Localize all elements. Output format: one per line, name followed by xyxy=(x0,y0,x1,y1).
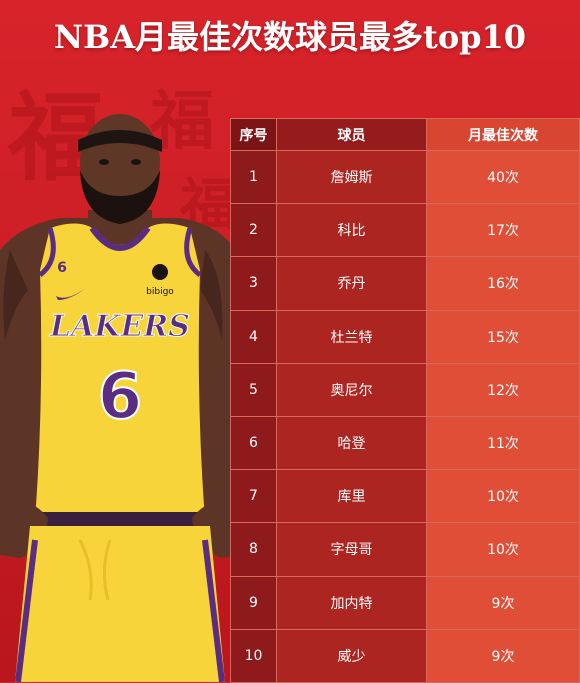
table-row: 10 威少 9次 xyxy=(230,628,580,683)
count-cell: 40次 xyxy=(426,149,580,205)
player-cell: 乔丹 xyxy=(276,256,427,311)
table-row: 8 字母哥 10次 xyxy=(230,522,580,577)
rank-cell: 2 xyxy=(230,203,277,258)
player-cell: 奥尼尔 xyxy=(276,362,427,417)
count-cell: 16次 xyxy=(426,256,580,311)
jersey-team-text: LAKERS xyxy=(49,309,190,344)
player-cell: 科比 xyxy=(276,203,427,258)
count-cell: 10次 xyxy=(426,522,580,577)
header-player: 球员 xyxy=(276,118,427,151)
sponsor-patch-icon xyxy=(152,264,168,280)
count-cell: 12次 xyxy=(426,362,580,417)
rank-cell: 7 xyxy=(230,469,277,524)
player-cell: 哈登 xyxy=(276,415,427,471)
count-cell: 9次 xyxy=(426,628,580,683)
player-cell: 詹姆斯 xyxy=(276,149,427,205)
header-rank: 序号 xyxy=(230,118,277,151)
player-cell: 字母哥 xyxy=(276,522,427,577)
header-count: 月最佳次数 xyxy=(426,118,580,151)
table-row: 2 科比 17次 xyxy=(230,203,580,258)
count-cell: 10次 xyxy=(426,469,580,524)
player-cell: 库里 xyxy=(276,469,427,524)
table-row: 5 奥尼尔 12次 xyxy=(230,362,580,417)
jersey-small-number: 6 xyxy=(57,260,67,276)
table-row: 7 库里 10次 xyxy=(230,469,580,524)
player-cell: 加内特 xyxy=(276,575,427,630)
rank-cell: 4 xyxy=(230,309,277,364)
table-header-row: 序号 球员 月最佳次数 xyxy=(230,118,580,151)
rank-cell: 6 xyxy=(230,415,277,471)
table-row: 4 杜兰特 15次 xyxy=(230,309,580,364)
rank-cell: 10 xyxy=(230,628,277,683)
ranking-table: 序号 球员 月最佳次数 1 詹姆斯 40次 2 科比 17次 3 乔丹 16次 … xyxy=(230,118,580,683)
swoosh-icon xyxy=(56,288,86,300)
table-row: 3 乔丹 16次 xyxy=(230,256,580,311)
rank-cell: 8 xyxy=(230,522,277,577)
count-cell: 9次 xyxy=(426,575,580,630)
player-cell: 威少 xyxy=(276,628,427,683)
player-illustration: LAKERS 6 6 bibigo xyxy=(0,114,240,682)
table-row: 1 詹姆斯 40次 xyxy=(230,149,580,205)
count-cell: 15次 xyxy=(426,309,580,364)
rank-cell: 3 xyxy=(230,256,277,311)
player-cell: 杜兰特 xyxy=(276,309,427,364)
page-title: NBA月最佳次数球员最多top10 xyxy=(53,18,527,56)
jersey-sponsor: bibigo xyxy=(146,287,174,297)
rank-cell: 9 xyxy=(230,575,277,630)
rank-cell: 1 xyxy=(230,149,277,205)
count-cell: 11次 xyxy=(426,415,580,471)
jersey-number: 6 xyxy=(98,360,143,434)
rank-cell: 5 xyxy=(230,362,277,417)
table-row: 9 加内特 9次 xyxy=(230,575,580,630)
count-cell: 17次 xyxy=(426,203,580,258)
table-row: 6 哈登 11次 xyxy=(230,415,580,471)
